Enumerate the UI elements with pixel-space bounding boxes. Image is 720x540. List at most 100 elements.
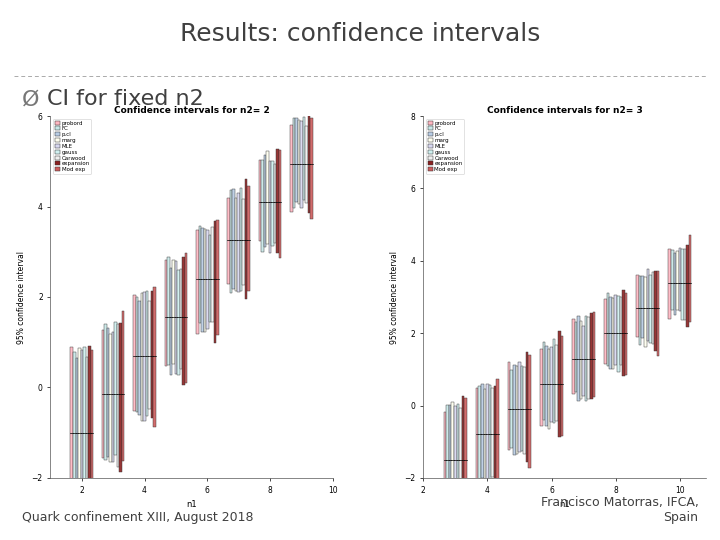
X-axis label: n1: n1 (559, 500, 570, 509)
Bar (561, 336, 563, 436)
Bar (476, 388, 478, 480)
Bar (555, 345, 558, 421)
Bar (271, 160, 274, 246)
Bar (104, 324, 107, 460)
Bar (513, 364, 516, 455)
Bar (170, 268, 172, 375)
Bar (489, 385, 491, 481)
Bar (625, 293, 627, 375)
Bar (462, 396, 464, 530)
Bar (486, 384, 489, 482)
Bar (671, 251, 673, 310)
Bar (209, 234, 211, 322)
Bar (153, 287, 156, 427)
Text: Francisco Matorras, IFCA,
Spain: Francisco Matorras, IFCA, Spain (541, 496, 698, 524)
Bar (572, 319, 575, 394)
Bar (148, 301, 150, 409)
Bar (607, 293, 609, 366)
Bar (657, 271, 660, 356)
Bar (248, 186, 250, 291)
Bar (165, 260, 167, 366)
Bar (138, 301, 141, 415)
Bar (261, 160, 264, 252)
Bar (481, 384, 484, 478)
Bar (196, 230, 199, 334)
Bar (310, 118, 312, 219)
Bar (649, 275, 652, 343)
Bar (300, 121, 302, 207)
Bar (235, 198, 238, 291)
Bar (276, 150, 279, 253)
Bar (622, 290, 625, 376)
Bar (78, 348, 81, 506)
Bar (575, 322, 577, 393)
Bar (593, 313, 595, 397)
Bar (526, 352, 528, 462)
Bar (240, 188, 243, 291)
Bar (91, 350, 93, 524)
Bar (550, 347, 553, 422)
Text: Quark confinement XIII, August 2018: Quark confinement XIII, August 2018 (22, 511, 253, 524)
Bar (206, 230, 209, 329)
Bar (269, 161, 271, 253)
Bar (112, 332, 114, 462)
Bar (609, 296, 612, 369)
Bar (76, 358, 78, 508)
Bar (654, 271, 657, 351)
Bar (297, 119, 300, 204)
Title: Confidence intervals for n2= 2: Confidence intervals for n2= 2 (114, 106, 269, 116)
Bar (88, 346, 91, 516)
Legend: probord, FC, p.cl, marg, MLE, gauss, Carwood, expansion, Mod exp: probord, FC, p.cl, marg, MLE, gauss, Car… (426, 119, 464, 174)
Bar (204, 230, 206, 332)
Bar (114, 322, 117, 455)
Bar (109, 334, 112, 462)
Bar (175, 261, 177, 374)
Bar (266, 151, 269, 245)
Bar (644, 277, 647, 347)
Bar (636, 275, 639, 336)
Bar (295, 118, 297, 202)
Bar (518, 362, 521, 451)
Bar (211, 227, 214, 322)
Bar (510, 370, 513, 448)
Bar (449, 406, 451, 509)
Bar (71, 347, 73, 510)
Bar (668, 249, 671, 319)
Bar (540, 349, 543, 426)
Bar (652, 272, 654, 344)
Bar (478, 386, 481, 484)
Bar (444, 412, 446, 516)
Bar (292, 118, 295, 208)
Bar (676, 251, 679, 310)
Bar (302, 117, 305, 200)
Bar (117, 323, 120, 467)
Bar (590, 313, 593, 399)
Bar (681, 249, 684, 320)
Bar (548, 349, 550, 429)
Bar (545, 346, 548, 426)
Bar (73, 352, 76, 515)
Bar (102, 329, 104, 458)
Bar (582, 326, 585, 396)
Bar (141, 293, 143, 421)
Bar (145, 291, 148, 416)
Bar (459, 408, 462, 516)
Bar (577, 316, 580, 401)
Text: Ø: Ø (22, 89, 39, 109)
Bar (107, 328, 109, 457)
Bar (177, 269, 180, 375)
Bar (264, 155, 266, 246)
Bar (279, 150, 282, 258)
Bar (136, 296, 138, 412)
X-axis label: n1: n1 (186, 500, 197, 509)
Bar (639, 276, 642, 345)
Bar (451, 402, 454, 508)
Bar (494, 387, 496, 494)
Bar (214, 221, 216, 343)
Bar (521, 366, 523, 450)
Bar (588, 318, 590, 399)
Bar (580, 321, 582, 399)
Bar (647, 269, 649, 341)
Bar (516, 366, 518, 454)
Bar (553, 340, 555, 423)
